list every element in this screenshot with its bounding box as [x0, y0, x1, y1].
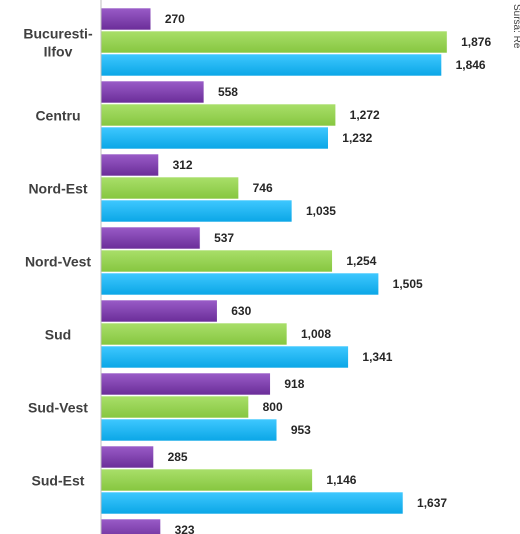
data-label: 1,876: [461, 35, 491, 49]
data-label: 1,505: [393, 277, 423, 291]
data-label: 323: [175, 523, 195, 534]
category-label: Ilfov: [44, 44, 73, 60]
data-label: 1,008: [301, 327, 331, 341]
bar-blue: [100, 53, 442, 77]
bar-green: [100, 249, 333, 273]
category-label: Sud: [45, 327, 71, 343]
data-label: 285: [168, 450, 188, 464]
bar-blue: [100, 272, 379, 296]
data-label: 1,637: [417, 496, 447, 510]
bar-purple: [100, 7, 152, 31]
bar-purple: [100, 299, 218, 323]
labels-group: Bucuresti- Ilfov 270 1,876 1,846 Centru 558 1,2…: [23, 12, 491, 534]
data-label: 1,232: [342, 131, 372, 145]
bar-purple: [100, 226, 201, 250]
data-label: 630: [231, 304, 251, 318]
category-label: Centru: [35, 108, 80, 124]
category-label: Nord-Est: [28, 181, 87, 197]
bar-blue: [100, 418, 278, 442]
data-label: 800: [263, 400, 283, 414]
bar-purple: [100, 153, 159, 177]
bar-purple: [100, 445, 154, 469]
bar-blue: [100, 126, 329, 150]
data-label: 746: [253, 181, 273, 195]
bar-green: [100, 322, 288, 346]
data-label: 1,846: [456, 58, 486, 72]
data-label: 558: [218, 85, 238, 99]
data-label: 918: [284, 377, 304, 391]
source-note: Sursa: Re: [511, 4, 520, 49]
bar-green: [100, 468, 313, 492]
bar-purple: [100, 518, 161, 534]
bar-green: [100, 395, 249, 419]
data-label: 953: [291, 423, 311, 437]
bar-green: [100, 176, 239, 200]
data-label: 1,035: [306, 204, 336, 218]
category-label: Nord-Vest: [25, 254, 91, 270]
data-label: 270: [165, 12, 185, 26]
data-label: 1,272: [350, 108, 380, 122]
bar-blue: [100, 345, 349, 369]
data-label: 312: [173, 158, 193, 172]
bar-blue: [100, 199, 293, 223]
data-label: 1,254: [346, 254, 376, 268]
bar-green: [100, 103, 336, 127]
data-label: 537: [214, 231, 234, 245]
category-label: Sud-Vest: [28, 400, 88, 416]
category-label: Sud-Est: [32, 473, 85, 489]
bar-purple: [100, 372, 271, 396]
bar-blue: [100, 491, 404, 515]
bar-green: [100, 30, 448, 54]
bar-purple: [100, 80, 205, 104]
category-label: Bucuresti-: [23, 26, 93, 42]
data-label: 1,146: [326, 473, 356, 487]
bars-group: [100, 7, 448, 534]
data-label: 1,341: [362, 350, 392, 364]
